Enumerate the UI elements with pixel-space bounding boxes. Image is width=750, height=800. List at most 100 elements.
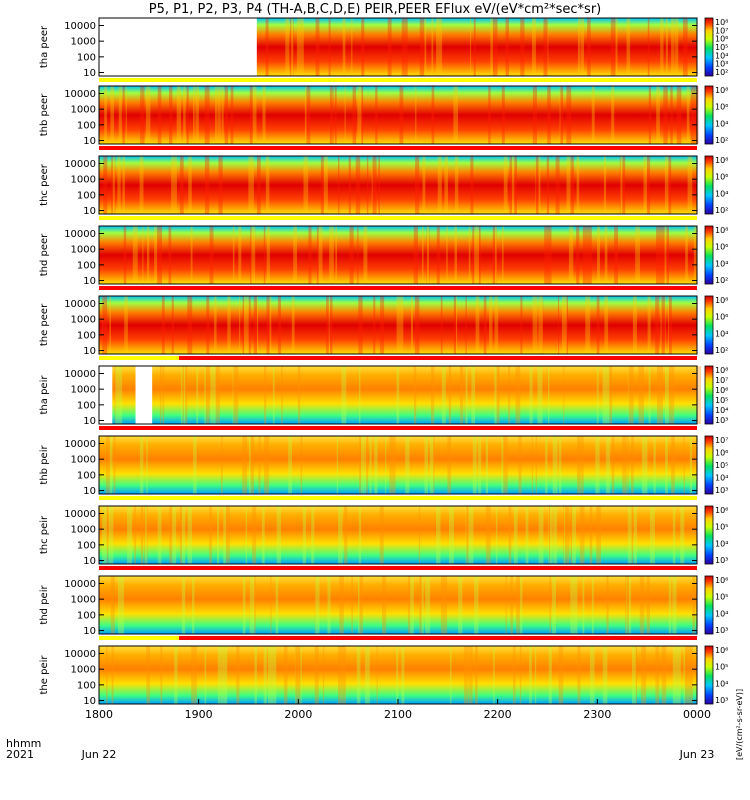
y-tick-label: 100: [77, 610, 96, 621]
panel-frame: [98, 155, 698, 215]
x-tick-label: 2200: [484, 708, 512, 721]
panel-the-peir: 10 100 1000 10000 the peir 10³ 10⁴ 10⁵ 10⁶: [39, 645, 728, 707]
y-tick-label: 1000: [71, 385, 96, 396]
y-tick-label: 10000: [64, 159, 96, 170]
y-tick-label: 100: [77, 400, 96, 411]
colorbar-tick-label: 10⁸: [715, 156, 728, 165]
panel-thb-peir: 10 100 1000 10000 thb peir 10³ 10⁴ 10⁵ 10⁶ 10⁷: [39, 435, 728, 500]
y-tick-label: 10000: [64, 89, 96, 100]
colorbar-tick-label: 10²: [715, 136, 728, 145]
y-tick-label: 100: [77, 470, 96, 481]
colorbar-units-label: [eV/(cm²-s-sr-eV)]: [735, 689, 744, 760]
x-tick-label: 0000: [683, 708, 711, 721]
y-tick-label: 100: [77, 680, 96, 691]
y-tick-label: 10000: [64, 229, 96, 240]
mode-bar: [99, 216, 697, 220]
mode-bar: [99, 496, 697, 500]
colorbar-tick-label: 10²: [715, 276, 728, 285]
y-tick-label: 10000: [64, 369, 96, 380]
x-tick-label: 2000: [284, 708, 312, 721]
y-tick-label: 1000: [71, 105, 96, 116]
y-tick-label: 10: [83, 206, 96, 217]
spectrogram-texture: [123, 226, 697, 284]
spectrogram-texture: [102, 296, 672, 354]
colorbar-tick-label: 10⁵: [715, 43, 728, 52]
spectrogram-image: [99, 156, 697, 214]
panel-thd-peir: 10 100 1000 10000 thd peir 10³ 10⁴ 10⁵ 10⁶: [39, 575, 728, 640]
y-tick-label: 10000: [64, 509, 96, 520]
y-axis-label: tha peer: [39, 25, 50, 68]
mode-bar: [99, 356, 697, 360]
y-axis-label: thc peer: [39, 163, 50, 206]
y-tick-label: 1000: [71, 315, 96, 326]
x-tick-label: 2100: [384, 708, 412, 721]
mode-bar: [99, 146, 697, 150]
data-gap: [135, 366, 153, 424]
y-tick-label: 1000: [71, 455, 96, 466]
x-tick-label: 2300: [583, 708, 611, 721]
panel-thc-peer: 10 100 1000 10000 thc peer 10² 10⁴ 10⁶ 10⁸: [39, 155, 728, 220]
colorbar-tick-label: 10⁶: [715, 243, 728, 252]
x-axis-row2-label: 2021: [6, 748, 34, 761]
colorbar: 10² 10⁴ 10⁶ 10⁸: [704, 155, 728, 215]
colorbar-tick-label: 10⁵: [715, 461, 728, 470]
spectrogram-image: [99, 506, 697, 564]
y-tick-label: 100: [77, 330, 96, 341]
colorbar: 10³ 10⁴ 10⁵ 10⁶ 10⁷: [704, 435, 728, 495]
colorbar-tick-label: 10³: [715, 696, 728, 705]
panel-frame: [98, 17, 698, 77]
colorbar-tick-label: 10⁶: [715, 386, 728, 395]
y-tick-label: 10: [83, 486, 96, 497]
colorbar-tick-label: 10⁴: [715, 259, 728, 268]
panel-thd-peer: 10 100 1000 10000 thd peer 10² 10⁴ 10⁶ 10⁸: [39, 225, 728, 290]
colorbar-tick-label: 10⁷: [715, 436, 728, 445]
spectrogram-texture: [104, 86, 699, 144]
spectrogram-texture: [114, 366, 702, 424]
colorbar-tick-label: 10²: [715, 346, 728, 355]
chart-title: P5, P1, P2, P3, P4 (TH-A,B,C,D,E) PEIR,P…: [148, 2, 602, 17]
y-tick-label: 100: [77, 190, 96, 201]
colorbar-scale: [704, 435, 714, 495]
colorbar-tick-label: 10⁸: [715, 86, 728, 95]
colorbar-tick-label: 10⁴: [715, 679, 728, 688]
colorbar-tick-label: 10⁸: [715, 18, 728, 27]
spectrogram-image: [99, 646, 697, 704]
colorbar-tick-label: 10⁶: [715, 103, 728, 112]
spectrogram-image: [99, 366, 697, 424]
colorbar-tick-label: 10⁶: [715, 646, 728, 655]
colorbar-scale: [704, 645, 714, 705]
spectrogram-texture: [110, 576, 695, 634]
y-axis-label: thd peer: [39, 233, 50, 276]
panel-frame: [98, 435, 698, 495]
data-gap: [99, 18, 257, 76]
colorbar-tick-label: 10⁸: [715, 296, 728, 305]
y-tick-label: 100: [77, 120, 96, 131]
mode-bar: [99, 636, 697, 640]
colorbar-tick-label: 10⁶: [715, 173, 728, 182]
colorbar-tick-label: 10⁸: [715, 366, 728, 375]
colorbar-tick-label: 10²: [715, 68, 728, 77]
colorbar-tick-label: 10⁶: [715, 313, 728, 322]
colorbar-tick-label: 10⁵: [715, 663, 728, 672]
y-axis-label: thc peir: [39, 515, 50, 554]
colorbar-scale: [704, 85, 714, 145]
colorbar-tick-label: 10⁴: [715, 474, 728, 483]
y-tick-label: 10: [83, 68, 96, 79]
colorbar-tick-label: 10³: [715, 486, 728, 495]
colorbar-tick-label: 10⁴: [715, 609, 728, 618]
x-tick-label: 1800: [85, 708, 113, 721]
y-tick-label: 100: [77, 260, 96, 271]
y-tick-label: 1000: [71, 665, 96, 676]
mode-bar: [99, 426, 697, 430]
y-tick-label: 10000: [64, 299, 96, 310]
y-tick-label: 10: [83, 346, 96, 357]
colorbar-tick-label: 10⁴: [715, 539, 728, 548]
y-tick-label: 1000: [71, 595, 96, 606]
y-tick-label: 1000: [71, 37, 96, 48]
colorbar-tick-label: 10⁴: [715, 406, 728, 415]
colorbar-tick-label: 10³: [715, 556, 728, 565]
y-tick-label: 10000: [64, 579, 96, 590]
y-tick-label: 10: [83, 276, 96, 287]
